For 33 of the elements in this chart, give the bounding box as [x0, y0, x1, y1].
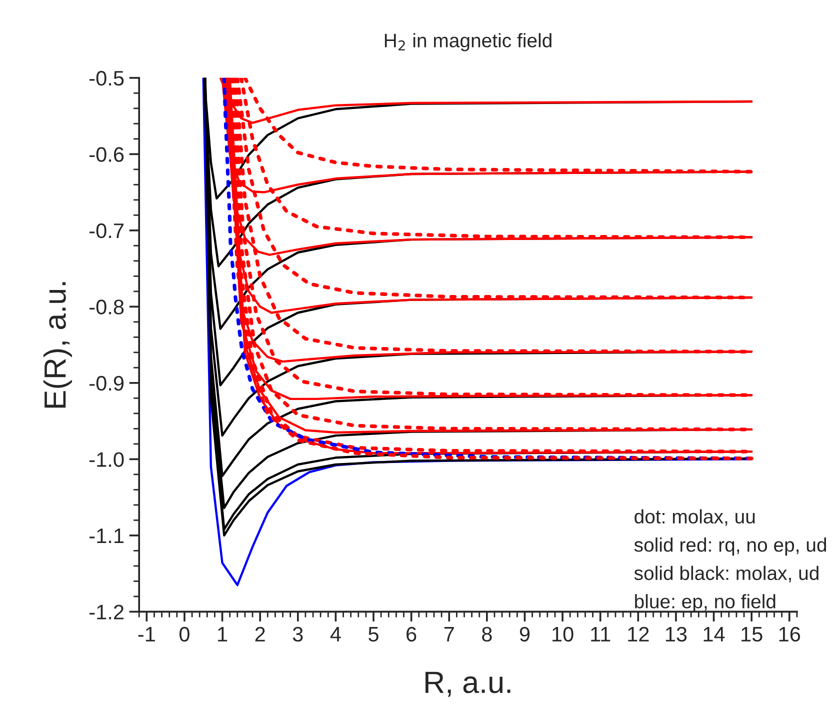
x-tick-label: 13: [666, 626, 687, 642]
y-axis-title: E(R), a.u.: [43, 282, 72, 408]
y-tick-label: -1.0: [90, 452, 124, 467]
x-tick-label: 3: [292, 626, 303, 642]
y-tick-label: -0.5: [90, 70, 124, 86]
y-tick-label: -0.6: [90, 147, 124, 162]
y-tick-label: -1.2: [90, 604, 124, 620]
x-tick-label: 11: [591, 627, 610, 642]
y-tick-label: -1.1: [90, 528, 124, 543]
x-tick-label: 2: [255, 626, 265, 642]
x-tick-label: 1: [218, 627, 228, 642]
x-tick-label: 0: [179, 626, 190, 642]
annotation: solid black: molax, ud: [634, 566, 818, 582]
x-tick-label: 6: [406, 626, 416, 642]
x-tick-label: 9: [520, 626, 530, 642]
annotation: dot: molax, uu: [634, 509, 755, 526]
y-tick-label: -0.9: [90, 376, 124, 391]
x-axis-title: R, a.u.: [426, 672, 510, 697]
y-tick-label: -0.7: [90, 223, 124, 238]
x-tick-label: 4: [330, 627, 341, 642]
x-tick-label: 16: [779, 626, 800, 642]
x-tick-label: 8: [482, 626, 492, 642]
x-tick-label: -1: [138, 627, 155, 642]
x-tick-label: 12: [628, 626, 649, 642]
x-tick-label: 10: [552, 626, 574, 642]
chart-title: H$_{2}$ in magnetic field: [384, 33, 552, 52]
x-tick-label: 7: [444, 627, 454, 642]
x-tick-label: 15: [742, 627, 762, 642]
x-tick-label: 14: [704, 627, 725, 642]
annotation: solid red: rq, no ep, ud: [634, 538, 826, 556]
y-tick-label: -0.8: [90, 300, 124, 314]
annotation: blue: ep, no field: [635, 594, 776, 612]
x-tick-label: 5: [368, 627, 378, 642]
